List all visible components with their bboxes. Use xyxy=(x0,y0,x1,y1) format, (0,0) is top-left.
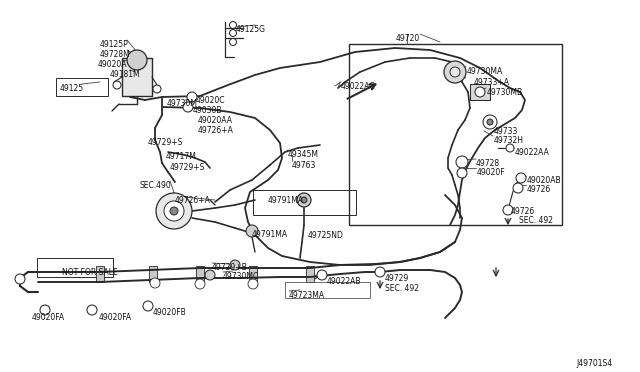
Text: 49726+A: 49726+A xyxy=(198,126,234,135)
Text: 49020AA: 49020AA xyxy=(198,116,233,125)
Circle shape xyxy=(246,225,258,237)
Text: 49030B: 49030B xyxy=(193,106,223,115)
Bar xyxy=(96,266,104,282)
Text: 49726: 49726 xyxy=(527,185,551,194)
Bar xyxy=(122,58,152,96)
Text: 49725ND: 49725ND xyxy=(308,231,344,240)
Text: 49020C: 49020C xyxy=(196,96,225,105)
Text: 49763: 49763 xyxy=(292,161,316,170)
Bar xyxy=(253,190,356,215)
Circle shape xyxy=(187,92,197,102)
Circle shape xyxy=(153,85,161,93)
Circle shape xyxy=(205,270,215,280)
Circle shape xyxy=(444,61,466,83)
Bar xyxy=(470,84,490,100)
Circle shape xyxy=(297,193,311,207)
Text: 49728M: 49728M xyxy=(100,50,131,59)
Circle shape xyxy=(516,173,526,183)
Text: 49020AB: 49020AB xyxy=(527,176,562,185)
Text: 49730MA: 49730MA xyxy=(467,67,503,76)
Text: 49345M: 49345M xyxy=(288,150,319,159)
Circle shape xyxy=(450,67,460,77)
Text: 49726+A: 49726+A xyxy=(175,196,211,205)
Circle shape xyxy=(15,274,25,284)
Bar xyxy=(349,44,562,225)
Text: SEC.490: SEC.490 xyxy=(140,181,172,190)
Text: 49729+S: 49729+S xyxy=(170,163,205,172)
Text: 49020F: 49020F xyxy=(477,168,506,177)
Circle shape xyxy=(170,207,178,215)
Text: 49020FA: 49020FA xyxy=(32,313,65,322)
Circle shape xyxy=(183,102,193,112)
Text: J49701S4: J49701S4 xyxy=(576,359,612,368)
Circle shape xyxy=(456,156,468,168)
Circle shape xyxy=(483,115,497,129)
Circle shape xyxy=(156,193,192,229)
Text: 49730MC: 49730MC xyxy=(223,272,259,281)
Text: 49733: 49733 xyxy=(494,127,518,136)
Circle shape xyxy=(487,119,493,125)
Circle shape xyxy=(230,29,237,36)
Text: SEC. 492: SEC. 492 xyxy=(385,284,419,293)
Circle shape xyxy=(113,81,121,89)
Circle shape xyxy=(40,305,50,315)
Text: 49729: 49729 xyxy=(385,274,409,283)
Text: 49791MA: 49791MA xyxy=(252,230,288,239)
Circle shape xyxy=(143,301,153,311)
Text: 49125P: 49125P xyxy=(100,40,129,49)
Text: 49732H: 49732H xyxy=(494,136,524,145)
Text: 49022AC: 49022AC xyxy=(341,82,376,91)
Text: 49020A: 49020A xyxy=(98,60,127,69)
Text: 49729+B: 49729+B xyxy=(212,263,248,272)
Text: 49729+S: 49729+S xyxy=(148,138,184,147)
Text: 49020FA: 49020FA xyxy=(99,313,132,322)
Text: 49723MA: 49723MA xyxy=(289,291,325,300)
Text: 49730M: 49730M xyxy=(167,99,198,108)
Text: 49733+A: 49733+A xyxy=(474,78,510,87)
Text: 49020FB: 49020FB xyxy=(153,308,187,317)
Text: 49730MB: 49730MB xyxy=(487,88,523,97)
Text: 49720: 49720 xyxy=(396,34,420,43)
Bar xyxy=(285,282,370,298)
Circle shape xyxy=(317,270,327,280)
Text: 49181M: 49181M xyxy=(110,70,141,79)
Circle shape xyxy=(230,38,237,45)
Text: SEC. 492: SEC. 492 xyxy=(519,216,553,225)
Text: 49726: 49726 xyxy=(511,207,535,216)
Bar xyxy=(196,266,204,282)
Bar xyxy=(56,78,108,96)
Circle shape xyxy=(230,22,237,29)
Text: 49022AB: 49022AB xyxy=(327,277,362,286)
Circle shape xyxy=(230,260,240,270)
Text: 49022AA: 49022AA xyxy=(515,148,550,157)
Text: NOT FOR SALE: NOT FOR SALE xyxy=(62,268,118,277)
Text: 49125: 49125 xyxy=(60,84,84,93)
Circle shape xyxy=(150,278,160,288)
Circle shape xyxy=(248,279,258,289)
Circle shape xyxy=(457,168,467,178)
Bar xyxy=(37,258,113,277)
Circle shape xyxy=(513,183,523,193)
Circle shape xyxy=(475,87,485,97)
Text: 49717M: 49717M xyxy=(166,152,197,161)
Circle shape xyxy=(503,205,513,215)
Text: 49125G: 49125G xyxy=(236,25,266,34)
Circle shape xyxy=(127,50,147,70)
Circle shape xyxy=(301,197,307,203)
Bar xyxy=(149,266,157,282)
Bar xyxy=(306,266,314,282)
Bar xyxy=(249,266,257,282)
Circle shape xyxy=(375,267,385,277)
Circle shape xyxy=(195,279,205,289)
Circle shape xyxy=(164,201,184,221)
Circle shape xyxy=(87,305,97,315)
Circle shape xyxy=(506,144,514,152)
Text: 49791MA: 49791MA xyxy=(268,196,304,205)
Text: 49728: 49728 xyxy=(476,159,500,168)
